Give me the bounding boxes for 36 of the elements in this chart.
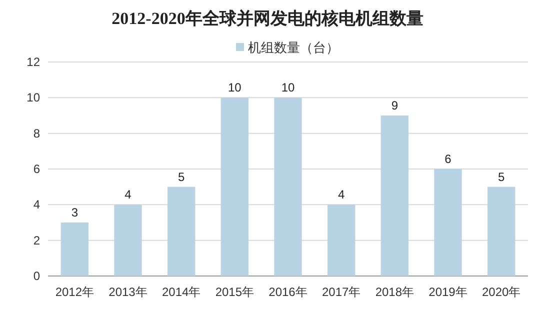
x-tick-label: 2018年: [375, 285, 414, 299]
x-tick-label: 2017年: [322, 285, 361, 299]
bar: [167, 186, 196, 276]
x-tick-label: 2012年: [55, 285, 94, 299]
bar: [327, 204, 356, 276]
legend-label: 机组数量（台）: [248, 40, 339, 55]
y-tick-label: 6: [33, 162, 40, 176]
y-tick-label: 4: [33, 198, 40, 212]
x-tick-label: 2014年: [162, 285, 201, 299]
data-label: 5: [498, 170, 505, 184]
data-label: 4: [338, 188, 345, 202]
chart-title: 2012-2020年全球并网发电的核电机组数量: [112, 9, 424, 28]
y-tick-label: 0: [33, 269, 40, 283]
x-tick-label: 2015年: [215, 285, 254, 299]
data-label: 6: [444, 152, 452, 166]
bar: [60, 222, 89, 276]
bar: [220, 98, 249, 276]
data-label: 9: [391, 98, 398, 112]
y-tick-label: 8: [33, 126, 40, 140]
x-tick-label: 2016年: [268, 285, 308, 299]
data-label: 3: [71, 206, 78, 220]
y-tick-label: 12: [26, 55, 40, 69]
data-label: 4: [124, 188, 132, 202]
x-tick-label: 2020年: [482, 285, 521, 299]
y-tick-label: 2: [33, 233, 40, 248]
bar: [114, 204, 142, 276]
bar: [380, 116, 409, 276]
x-tick-label: 2013年: [108, 285, 148, 299]
x-tick-label: 2019年: [428, 285, 468, 299]
data-label: 10: [228, 80, 242, 95]
data-label: 5: [178, 170, 185, 184]
bar: [274, 98, 302, 276]
data-label: 10: [281, 80, 295, 95]
y-tick-label: 10: [26, 90, 40, 105]
bar: [487, 186, 516, 276]
bar: [434, 169, 462, 276]
